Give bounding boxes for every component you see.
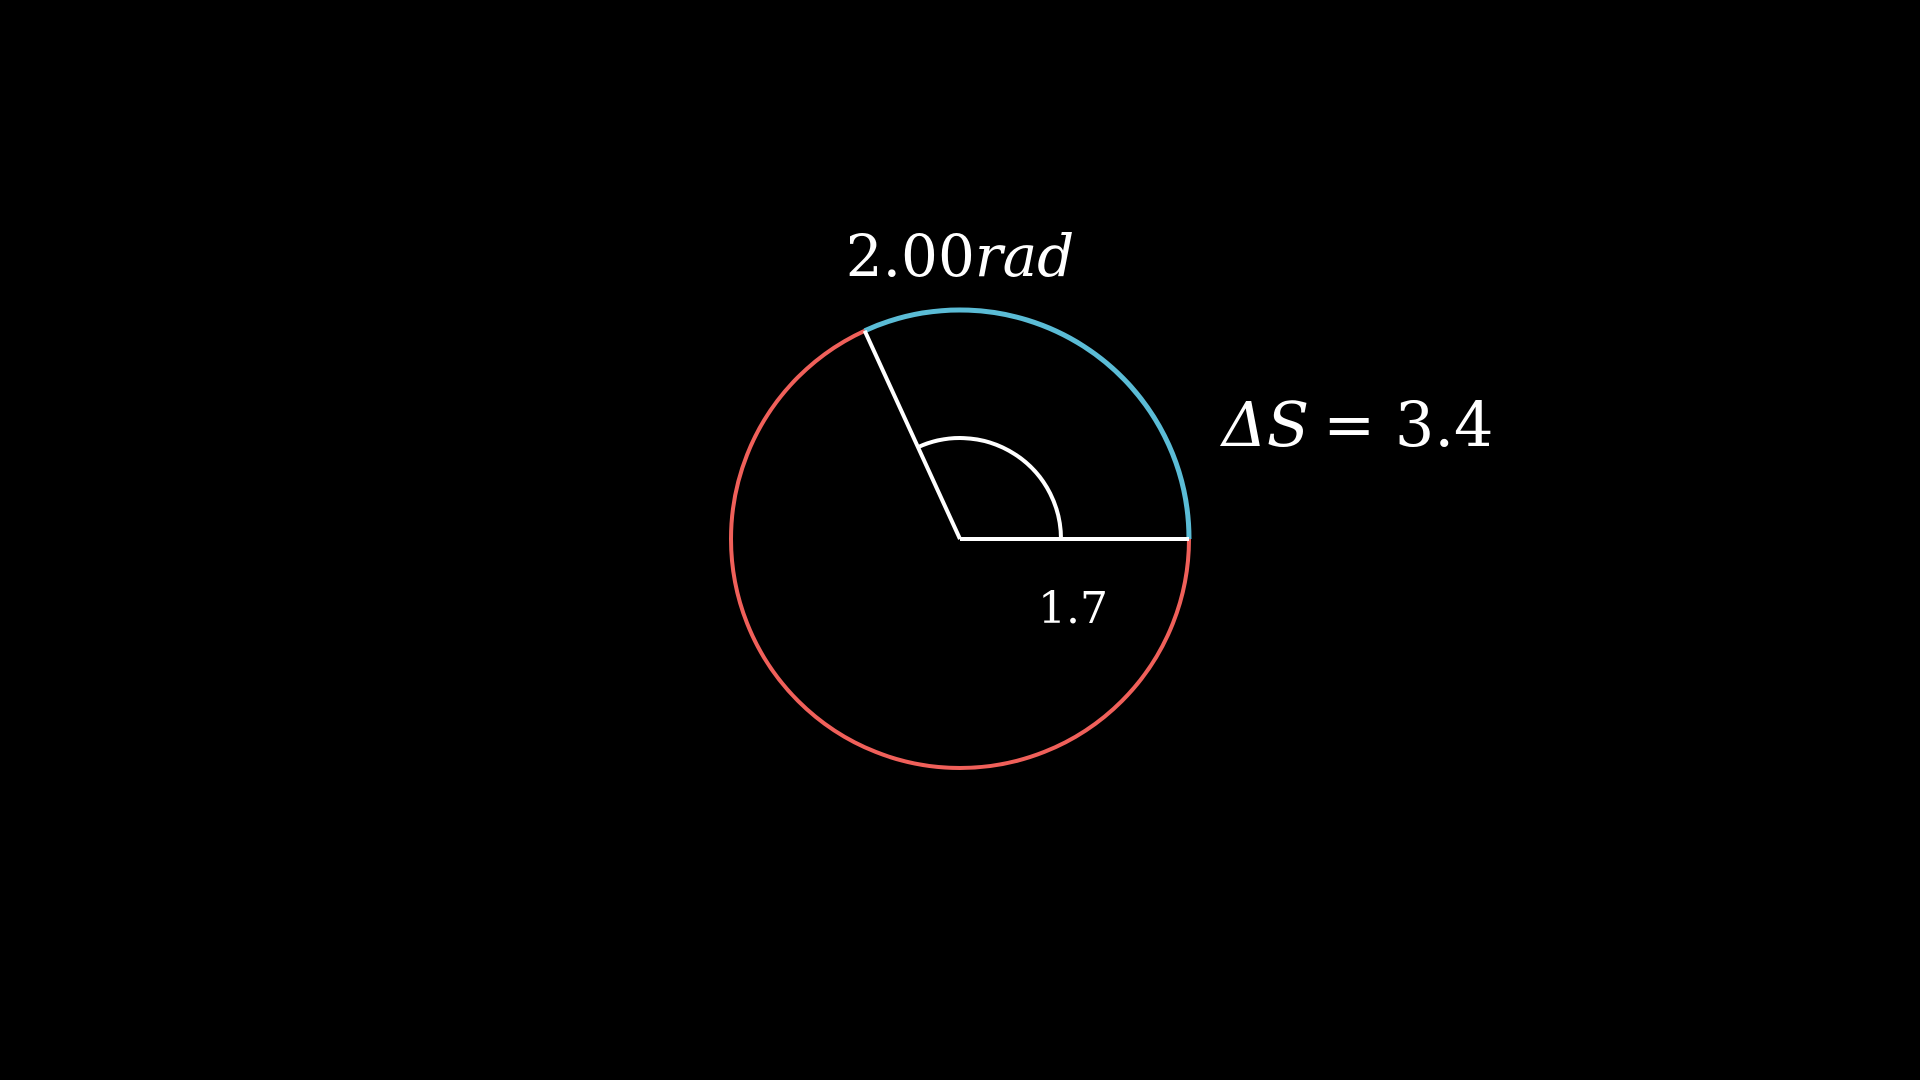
highlighted-arc <box>863 307 1192 540</box>
radius-label: 1.7 <box>1038 583 1108 634</box>
angle-value: 2.00 <box>846 222 975 290</box>
radius-line-angled <box>862 329 962 540</box>
arc-length-value: = 3.4 <box>1323 388 1493 461</box>
arc-length-label: ΔS = 3.4 <box>1220 388 1494 461</box>
angle-unit: rad <box>975 222 1074 290</box>
angle-marker-arc <box>917 436 1063 540</box>
arc-length-symbol: ΔS <box>1220 388 1309 461</box>
angle-label: 2.00rad <box>846 222 1075 290</box>
